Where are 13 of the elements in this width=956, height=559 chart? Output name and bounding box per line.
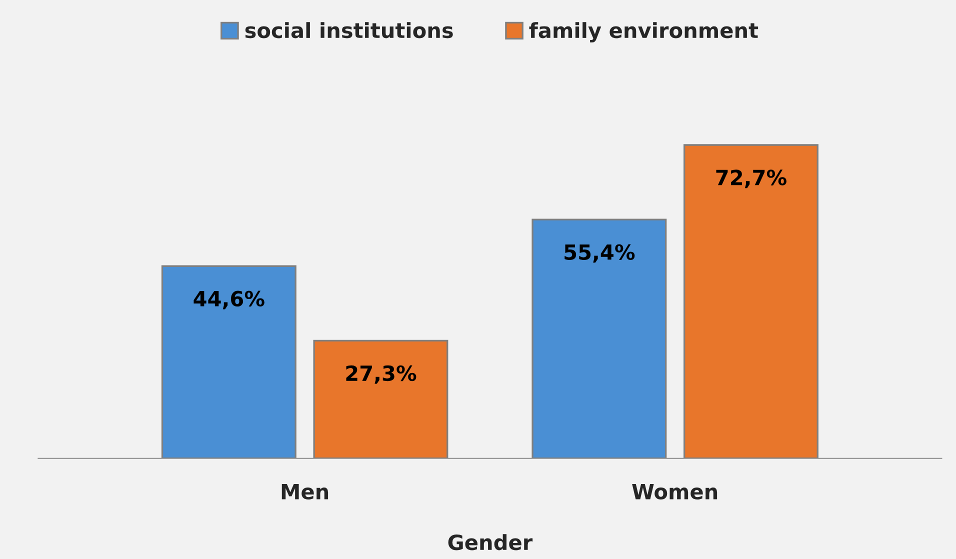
x-tick-label: Men (282, 484, 328, 500)
bar (684, 144, 818, 458)
data-label: 72,7% (716, 170, 786, 188)
x-tick-label: Women (632, 484, 718, 500)
bar (532, 218, 667, 458)
x-axis-title: Gender (448, 534, 533, 550)
data-label: 55,4% (564, 244, 635, 263)
legend-label: social institutions (245, 22, 453, 38)
bar (313, 340, 448, 458)
bar (161, 265, 296, 458)
legend-label: family environment (529, 22, 758, 42)
data-label: 44,6% (194, 290, 264, 310)
data-label: 27,3% (346, 365, 416, 384)
